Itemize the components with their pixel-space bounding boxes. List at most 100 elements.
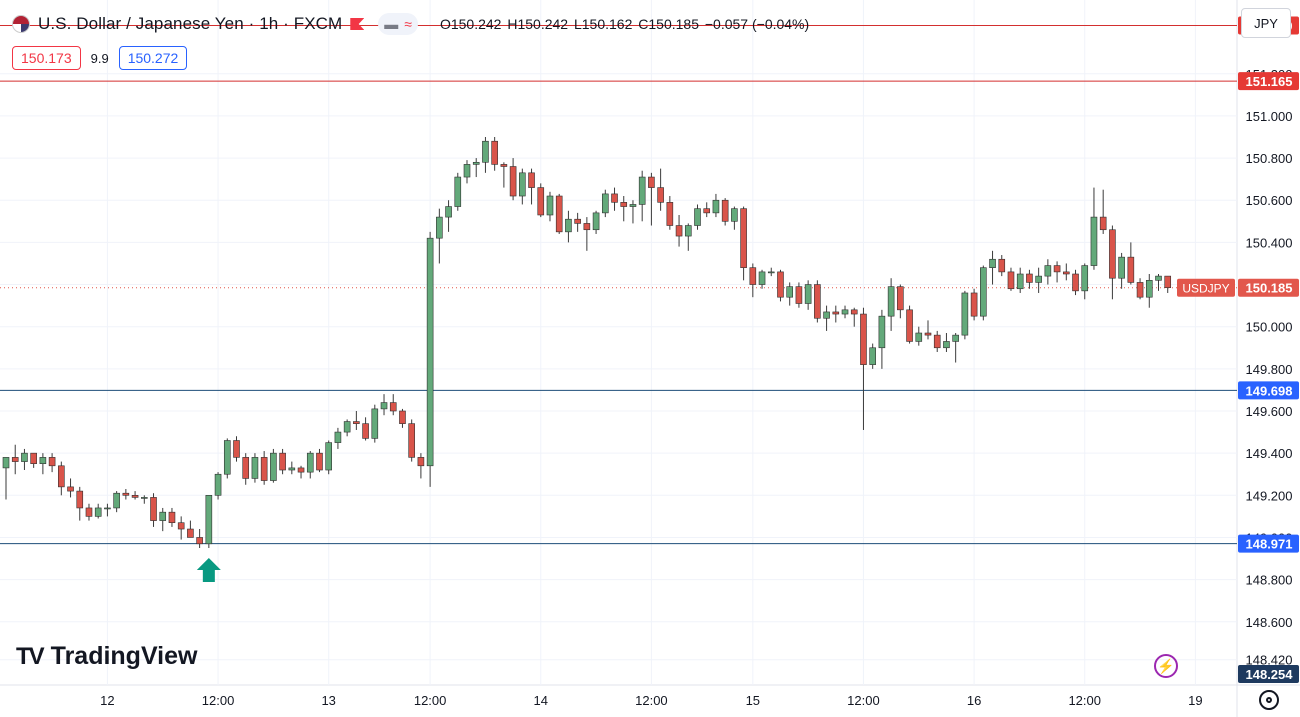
candle-bearish[interactable] xyxy=(316,452,323,471)
candle-bullish[interactable] xyxy=(786,286,794,298)
candle-bearish[interactable] xyxy=(30,452,37,464)
candle-bearish[interactable] xyxy=(131,495,139,498)
candle-bearish[interactable] xyxy=(897,286,904,311)
candle-bullish[interactable] xyxy=(205,495,213,545)
market-status-icon[interactable] xyxy=(350,18,365,30)
candle-bearish[interactable] xyxy=(196,537,203,545)
candle-bullish[interactable] xyxy=(343,421,351,433)
candle-bullish[interactable] xyxy=(592,212,600,231)
candle-bearish[interactable] xyxy=(832,311,840,315)
candle-bullish[interactable] xyxy=(565,218,572,233)
candle-bullish[interactable] xyxy=(325,442,333,471)
candle-bullish[interactable] xyxy=(804,284,812,304)
candle-bearish[interactable] xyxy=(362,423,369,439)
candle-bearish[interactable] xyxy=(1026,273,1033,283)
candle-bullish[interactable] xyxy=(841,309,849,315)
candle-bullish[interactable] xyxy=(445,206,452,218)
candle-bullish[interactable] xyxy=(694,208,701,226)
candle-bearish[interactable] xyxy=(408,423,415,458)
candle-bearish[interactable] xyxy=(11,457,19,462)
candle-bullish[interactable] xyxy=(684,225,692,237)
candle-bearish[interactable] xyxy=(1072,273,1079,292)
candle-bullish[interactable] xyxy=(2,457,10,469)
candle-bullish[interactable] xyxy=(952,334,959,342)
wave-icon[interactable]: ≈ xyxy=(404,16,412,32)
candle-bearish[interactable] xyxy=(1007,271,1015,290)
candle-bullish[interactable] xyxy=(113,492,120,509)
candle-bullish[interactable] xyxy=(712,199,720,214)
candle-bullish[interactable] xyxy=(482,140,489,163)
candle-bullish[interactable] xyxy=(989,258,996,268)
candle-bullish[interactable] xyxy=(223,440,231,475)
indicator-toggle[interactable]: ▬ ≈ xyxy=(378,13,418,35)
candle-bearish[interactable] xyxy=(500,164,508,167)
candle-bullish[interactable] xyxy=(887,286,895,317)
candle-bullish[interactable] xyxy=(251,457,259,479)
candle-bearish[interactable] xyxy=(297,467,305,473)
candle-bullish[interactable] xyxy=(758,271,766,285)
candle-bearish[interactable] xyxy=(721,199,729,222)
candle-bearish[interactable] xyxy=(187,528,194,538)
candle-bearish[interactable] xyxy=(850,309,858,315)
candle-bullish[interactable] xyxy=(601,193,609,214)
candle-bearish[interactable] xyxy=(1136,282,1144,298)
candle-bearish[interactable] xyxy=(233,440,240,458)
candle-bullish[interactable] xyxy=(823,311,830,319)
symbol-title[interactable]: U.S. Dollar / Japanese Yen · 1h · FXCM xyxy=(38,14,343,33)
candle-bullish[interactable] xyxy=(141,497,148,499)
candle-bullish[interactable] xyxy=(288,467,296,471)
candle-bearish[interactable] xyxy=(749,267,757,285)
candle-bullish[interactable] xyxy=(1035,275,1042,283)
candle-bullish[interactable] xyxy=(767,271,775,274)
candle-bearish[interactable] xyxy=(76,490,84,509)
candle-bearish[interactable] xyxy=(1127,256,1135,283)
candle-bearish[interactable] xyxy=(417,457,425,467)
candle-bearish[interactable] xyxy=(924,332,932,336)
candle-bullish[interactable] xyxy=(454,176,462,207)
candle-bearish[interactable] xyxy=(353,421,360,424)
candle-bullish[interactable] xyxy=(371,408,379,439)
candle-bearish[interactable] xyxy=(168,511,176,524)
currency-button[interactable]: JPY xyxy=(1241,8,1291,38)
candle-bearish[interactable] xyxy=(998,258,1006,273)
candle-bullish[interactable] xyxy=(961,292,969,336)
candle-bearish[interactable] xyxy=(177,522,185,530)
candle-bearish[interactable] xyxy=(1099,216,1107,231)
candle-bearish[interactable] xyxy=(528,172,535,188)
candle-bullish[interactable] xyxy=(629,204,637,207)
candle-bearish[interactable] xyxy=(67,486,74,492)
candle-bearish[interactable] xyxy=(620,202,628,207)
candle-bullish[interactable] xyxy=(334,431,342,443)
candle-bullish[interactable] xyxy=(1155,275,1162,281)
candle-bullish[interactable] xyxy=(943,341,950,349)
candle-bearish[interactable] xyxy=(1063,271,1070,275)
candle-bullish[interactable] xyxy=(915,332,923,342)
candle-bullish[interactable] xyxy=(214,473,222,496)
candle-bearish[interactable] xyxy=(150,497,157,521)
candle-bearish[interactable] xyxy=(122,492,130,496)
candle-bullish[interactable] xyxy=(1090,216,1098,266)
candle-bullish[interactable] xyxy=(1145,280,1153,298)
candle-bullish[interactable] xyxy=(463,164,471,178)
candle-bearish[interactable] xyxy=(703,208,711,214)
candle-bearish[interactable] xyxy=(860,313,867,365)
candle-bullish[interactable] xyxy=(21,452,28,462)
candle-bullish[interactable] xyxy=(436,216,443,239)
candle-bullish[interactable] xyxy=(731,208,738,222)
candle-bullish[interactable] xyxy=(380,402,388,410)
candle-bearish[interactable] xyxy=(389,402,397,412)
candle-bearish[interactable] xyxy=(611,193,618,203)
candle-bullish[interactable] xyxy=(306,452,314,473)
candle-bearish[interactable] xyxy=(1053,265,1061,273)
candle-bearish[interactable] xyxy=(648,176,655,188)
candle-bullish[interactable] xyxy=(159,511,167,521)
candle-bullish[interactable] xyxy=(878,315,886,349)
candle-bearish[interactable] xyxy=(279,452,286,471)
candle-bearish[interactable] xyxy=(814,284,821,319)
candle-bearish[interactable] xyxy=(509,166,517,197)
candle-bearish[interactable] xyxy=(537,187,545,216)
minus-icon[interactable]: ▬ xyxy=(384,16,399,32)
candle-bearish[interactable] xyxy=(399,410,406,424)
candle-bearish[interactable] xyxy=(675,225,683,237)
